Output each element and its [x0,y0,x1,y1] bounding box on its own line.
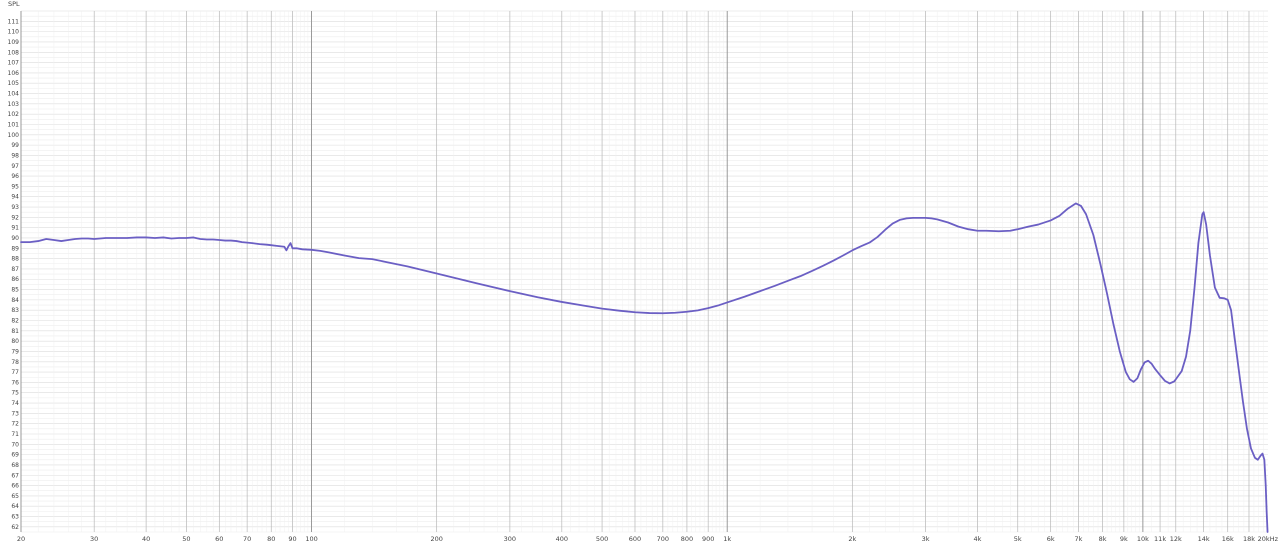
x-tick-label: 70 [243,535,251,543]
y-tick-label: 81 [11,328,19,335]
x-tick-label: 9k [1120,535,1128,543]
y-axis-label: SPL [8,0,20,8]
x-tick-label: 200 [430,535,442,543]
y-tick-label: 101 [8,121,20,128]
x-tick-label: 2k [848,535,856,543]
y-tick-label: 62 [11,524,19,531]
x-tick-label: 20 [17,535,25,543]
y-tick-label: 73 [11,410,19,417]
x-tick-label: 10k [1137,535,1149,543]
x-tick-label: 500 [596,535,608,543]
y-tick-label: 63 [11,514,19,521]
y-tick-label: 94 [11,194,19,201]
x-tick-label: 8k [1099,535,1107,543]
y-tick-label: 80 [11,338,19,345]
y-tick-label: 93 [11,204,19,211]
x-tick-label: 30 [90,535,98,543]
grid-vertical [20,11,1264,532]
y-tick-label: 108 [8,49,20,56]
y-tick-label: 96 [11,173,19,180]
x-tick-label: 800 [681,535,693,543]
y-tick-label: 92 [11,214,19,221]
x-tick-label: 3k [922,535,930,543]
x-tick-label: 700 [657,535,669,543]
x-tick-label: 7k [1075,535,1083,543]
y-tick-label: 72 [11,421,19,428]
grid-minor [21,10,1268,533]
y-tick-label: 64 [11,503,19,510]
series-line-0 [20,202,1269,533]
y-tick-label: 71 [11,431,19,438]
y-tick-label: 88 [11,256,19,263]
y-tick-label: 69 [11,452,19,459]
x-tick-label: 50 [182,535,190,543]
y-tick-label: 87 [11,266,19,273]
y-tick-label: 83 [11,307,19,314]
y-tick-label: 79 [11,348,19,355]
x-tick-label: 20kHz [1258,535,1279,543]
y-tick-label: 106 [8,70,20,77]
x-tick-label: 40 [142,535,150,543]
x-axis-ticks: 20 30 40 50 60 70 80 90 100 200 300 400 500 600 700 800… [17,535,1279,543]
y-tick-label: 99 [11,142,19,149]
x-tick-label: 6k [1047,535,1055,543]
y-tick-label: 86 [11,276,19,283]
y-tick-label: 70 [11,441,19,448]
x-tick-label: 400 [556,535,568,543]
y-tick-label: 77 [11,369,19,376]
y-tick-label: 66 [11,483,19,490]
y-tick-label: 74 [11,400,19,407]
x-tick-label: 100 [305,535,317,543]
x-tick-label: 900 [702,535,714,543]
y-tick-label: 97 [11,163,19,170]
x-tick-label: 4k [974,535,982,543]
y-tick-label: 100 [8,132,20,139]
y-tick-label: 107 [8,60,20,67]
y-tick-label: 104 [8,91,20,98]
series-group [20,202,1269,533]
x-tick-label: 12k [1170,535,1182,543]
x-tick-label: 14k [1198,535,1210,543]
x-tick-label: 18k [1243,535,1255,543]
x-tick-label: 1k [723,535,731,543]
y-tick-label: 91 [11,225,19,232]
y-tick-label: 103 [8,101,20,108]
y-tick-label: 82 [11,318,19,325]
y-tick-label: 102 [8,111,20,118]
y-tick-label: 85 [11,287,19,294]
y-tick-label: 105 [8,80,20,87]
y-tick-label: 98 [11,152,19,159]
y-tick-label: 68 [11,462,19,469]
y-tick-label: 75 [11,390,19,397]
y-tick-label: 76 [11,379,19,386]
x-tick-label: 300 [504,535,516,543]
y-tick-label: 67 [11,472,19,479]
x-tick-label: 5k [1014,535,1022,543]
y-tick-label: 90 [11,235,19,242]
x-tick-label: 16k [1222,535,1234,543]
x-tick-label: 600 [629,535,641,543]
x-tick-label: 80 [267,535,275,543]
y-axis-ticks: 62 63 64 65 66 67 68 69 70 71 72 73 74 75 76 77 78 79 80 81… [8,18,20,531]
y-tick-label: 111 [8,18,20,25]
y-tick-label: 89 [11,245,19,252]
y-tick-label: 95 [11,183,19,190]
x-tick-label: 90 [288,535,296,543]
x-tick-label: 60 [215,535,223,543]
y-tick-label: 65 [11,493,19,500]
y-tick-label: 78 [11,359,19,366]
y-tick-label: 84 [11,297,19,304]
y-tick-label: 110 [8,29,20,36]
y-tick-label: 109 [8,39,20,46]
x-tick-label: 11k [1154,535,1166,543]
